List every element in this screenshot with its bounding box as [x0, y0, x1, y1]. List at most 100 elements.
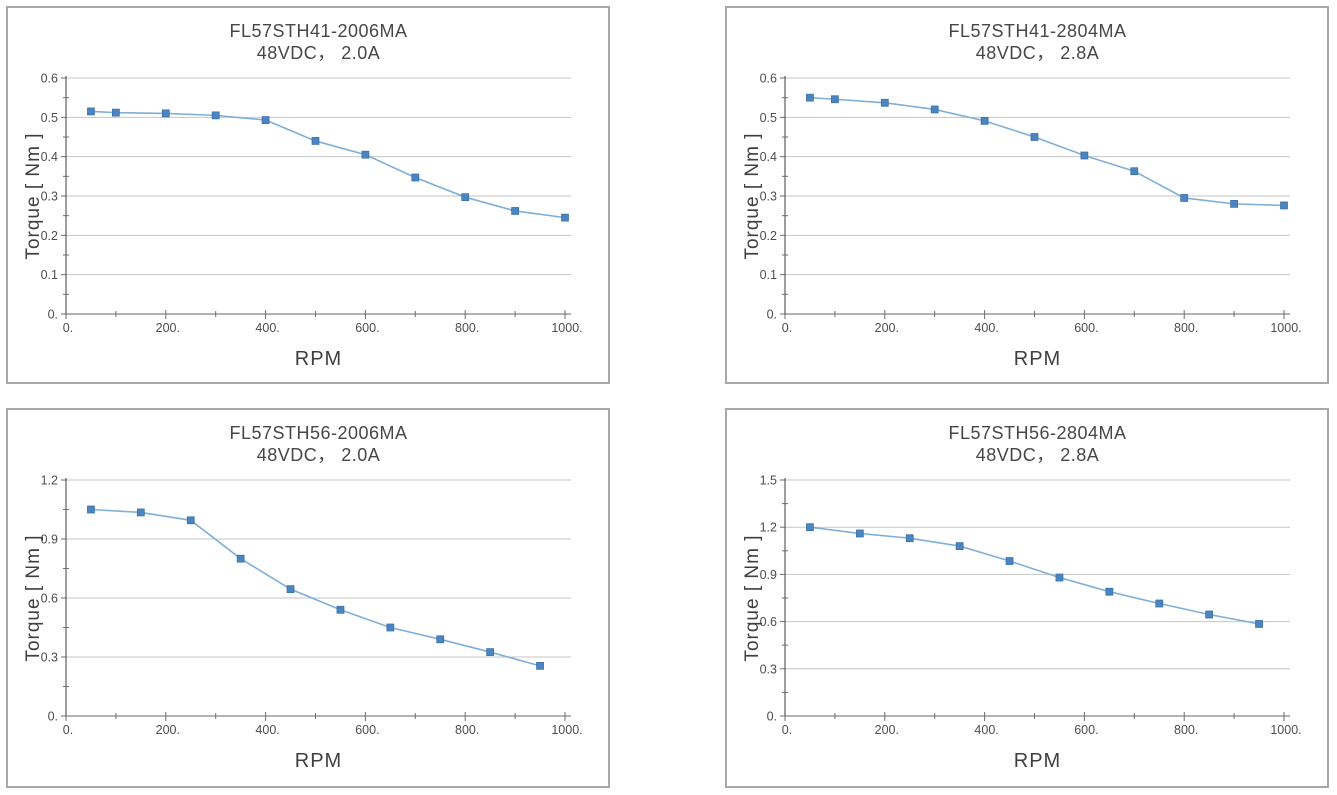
x-tick-label: 800. — [455, 723, 479, 737]
x-tick-label: 800. — [1174, 723, 1198, 737]
x-tick-label: 1000. — [1270, 321, 1301, 335]
y-tick-label: 0. — [48, 308, 58, 322]
y-tick-label: 0.5 — [760, 111, 777, 125]
data-point-marker — [855, 529, 864, 538]
y-tick-label: 0.3 — [41, 190, 58, 204]
y-tick-label: 0.6 — [41, 592, 58, 606]
torque-curve-plot: 0. 0.3 0.6 0.9 1.2 0. 200. 400. 600. 800. 1000. — [41, 474, 583, 738]
data-point-marker — [1055, 573, 1064, 582]
x-tick-label: 1000. — [551, 321, 582, 335]
y-tick-label: 1.2 — [41, 474, 58, 488]
y-tick-label: 0. — [767, 710, 777, 724]
y-tick-label: 0.4 — [41, 150, 58, 164]
x-tick-label: 600. — [1074, 321, 1098, 335]
data-point-marker — [1080, 151, 1089, 160]
chart-panel-fl57sth56-2804ma: 0. 0.3 0.6 0.9 1.2 1.5 0. 200. 400. 600. 800. 1000.… — [725, 408, 1329, 788]
data-point-marker — [536, 661, 544, 670]
x-tick-label: 600. — [355, 723, 379, 737]
data-point-marker — [112, 108, 120, 117]
data-point-marker — [955, 542, 964, 550]
data-point-marker — [1180, 194, 1189, 202]
x-tick-label: 600. — [1074, 723, 1098, 737]
data-point-marker — [211, 111, 220, 120]
data-point-marker — [486, 648, 495, 656]
x-tick-label: 400. — [974, 723, 998, 737]
x-tick-label: 0. — [782, 321, 792, 335]
x-axis-label: RPM — [294, 348, 343, 370]
torque-curve-line — [809, 96, 1285, 207]
chart-title-model: FL57STH41-2804MA — [948, 21, 1127, 41]
x-tick-label: 1000. — [1270, 723, 1301, 737]
chart-title-conditions: 48VDC， 2.0A — [256, 445, 381, 465]
x-tick-label: 200. — [156, 723, 180, 737]
data-point-marker — [1005, 557, 1014, 565]
x-tick-label: 400. — [255, 723, 279, 737]
data-point-marker — [136, 508, 145, 517]
y-tick-label: 0. — [48, 710, 58, 724]
data-point-marker — [411, 173, 420, 182]
data-point-marker — [186, 516, 195, 525]
y-tick-label: 0.2 — [41, 229, 58, 243]
y-axis-label: Torque [ Nm ] — [742, 534, 763, 662]
data-point-marker — [806, 93, 814, 102]
chart-panel-fl57sth56-2006ma: 0. 0.3 0.6 0.9 1.2 0. 200. 400. 600. 800. 1000. FL… — [6, 408, 610, 788]
chart-panel-fl57sth41-2804ma: 0. 0.1 0.2 0.3 0.4 0.5 0.6 0. 200. 400. 600. 800. 10… — [725, 6, 1329, 384]
data-point-marker — [1105, 587, 1114, 596]
data-point-marker — [880, 98, 889, 107]
chart-title-conditions: 48VDC， 2.0A — [256, 43, 381, 63]
x-tick-label: 400. — [974, 321, 998, 335]
x-tick-label: 600. — [355, 321, 379, 335]
chart-title: FL57STH56-2006MA 48VDC， 2.0A — [66, 422, 571, 466]
x-tick-label: 400. — [255, 321, 279, 335]
data-point-marker — [286, 585, 295, 594]
x-tick-label: 800. — [1174, 321, 1198, 335]
x-axis-label: RPM — [1013, 750, 1062, 772]
x-tick-label: 0. — [63, 723, 73, 737]
data-point-marker — [930, 105, 939, 114]
torque-curve-line — [90, 508, 541, 667]
data-point-marker — [311, 137, 320, 145]
y-tick-label: 0.3 — [41, 651, 58, 665]
torque-curve-plot: 0. 0.1 0.2 0.3 0.4 0.5 0.6 0. 200. 400. 600. 800. 10… — [41, 72, 583, 336]
x-axis-label: RPM — [1013, 348, 1062, 370]
data-point-marker — [905, 534, 914, 543]
data-point-marker — [87, 107, 95, 116]
data-point-marker — [1130, 167, 1139, 176]
y-tick-label: 0.3 — [760, 190, 777, 204]
data-point-marker — [1030, 133, 1039, 141]
data-point-marker — [806, 523, 814, 532]
x-tick-label: 200. — [156, 321, 180, 335]
data-point-marker — [1205, 610, 1214, 619]
chart-title: FL57STH41-2006MA 48VDC， 2.0A — [66, 20, 571, 64]
y-tick-label: 0.2 — [760, 229, 777, 243]
x-tick-label: 800. — [455, 321, 479, 335]
x-tick-label: 0. — [782, 723, 792, 737]
x-tick-label: 0. — [63, 321, 73, 335]
data-point-marker — [1230, 199, 1238, 208]
chart-title-model: FL57STH56-2804MA — [948, 423, 1127, 443]
x-tick-label: 1000. — [551, 723, 582, 737]
chart-title-conditions: 48VDC， 2.8A — [975, 43, 1100, 63]
y-tick-label: 0. — [767, 308, 777, 322]
y-tick-label: 0.9 — [760, 568, 777, 582]
y-tick-label: 0.9 — [41, 533, 58, 547]
chart-title-conditions: 48VDC， 2.8A — [975, 445, 1100, 465]
y-axis-label: Torque [ Nm ] — [23, 132, 44, 260]
data-point-marker — [161, 109, 170, 118]
y-axis-label: Torque [ Nm ] — [23, 534, 44, 662]
chart-panel-fl57sth41-2006ma: 0. 0.1 0.2 0.3 0.4 0.5 0.6 0. 200. 400. 600. 800. 10… — [6, 6, 610, 384]
chart-title: FL57STH56-2804MA 48VDC， 2.8A — [785, 422, 1290, 466]
torque-curve-plot: 0. 0.1 0.2 0.3 0.4 0.5 0.6 0. 200. 400. 600. 800. 10… — [760, 72, 1302, 336]
y-tick-label: 0.6 — [760, 615, 777, 629]
y-axis-label: Torque [ Nm ] — [742, 132, 763, 260]
data-point-marker — [436, 635, 445, 644]
chart-title: FL57STH41-2804MA 48VDC， 2.8A — [785, 20, 1290, 64]
x-tick-label: 200. — [875, 723, 899, 737]
data-point-marker — [236, 554, 245, 563]
chart-title-model: FL57STH56-2006MA — [229, 423, 408, 443]
chart-title-model: FL57STH41-2006MA — [229, 21, 408, 41]
data-point-marker — [336, 605, 345, 614]
y-tick-label: 0.1 — [41, 268, 58, 282]
data-point-marker — [1280, 201, 1288, 210]
y-tick-label: 1.2 — [760, 521, 777, 535]
